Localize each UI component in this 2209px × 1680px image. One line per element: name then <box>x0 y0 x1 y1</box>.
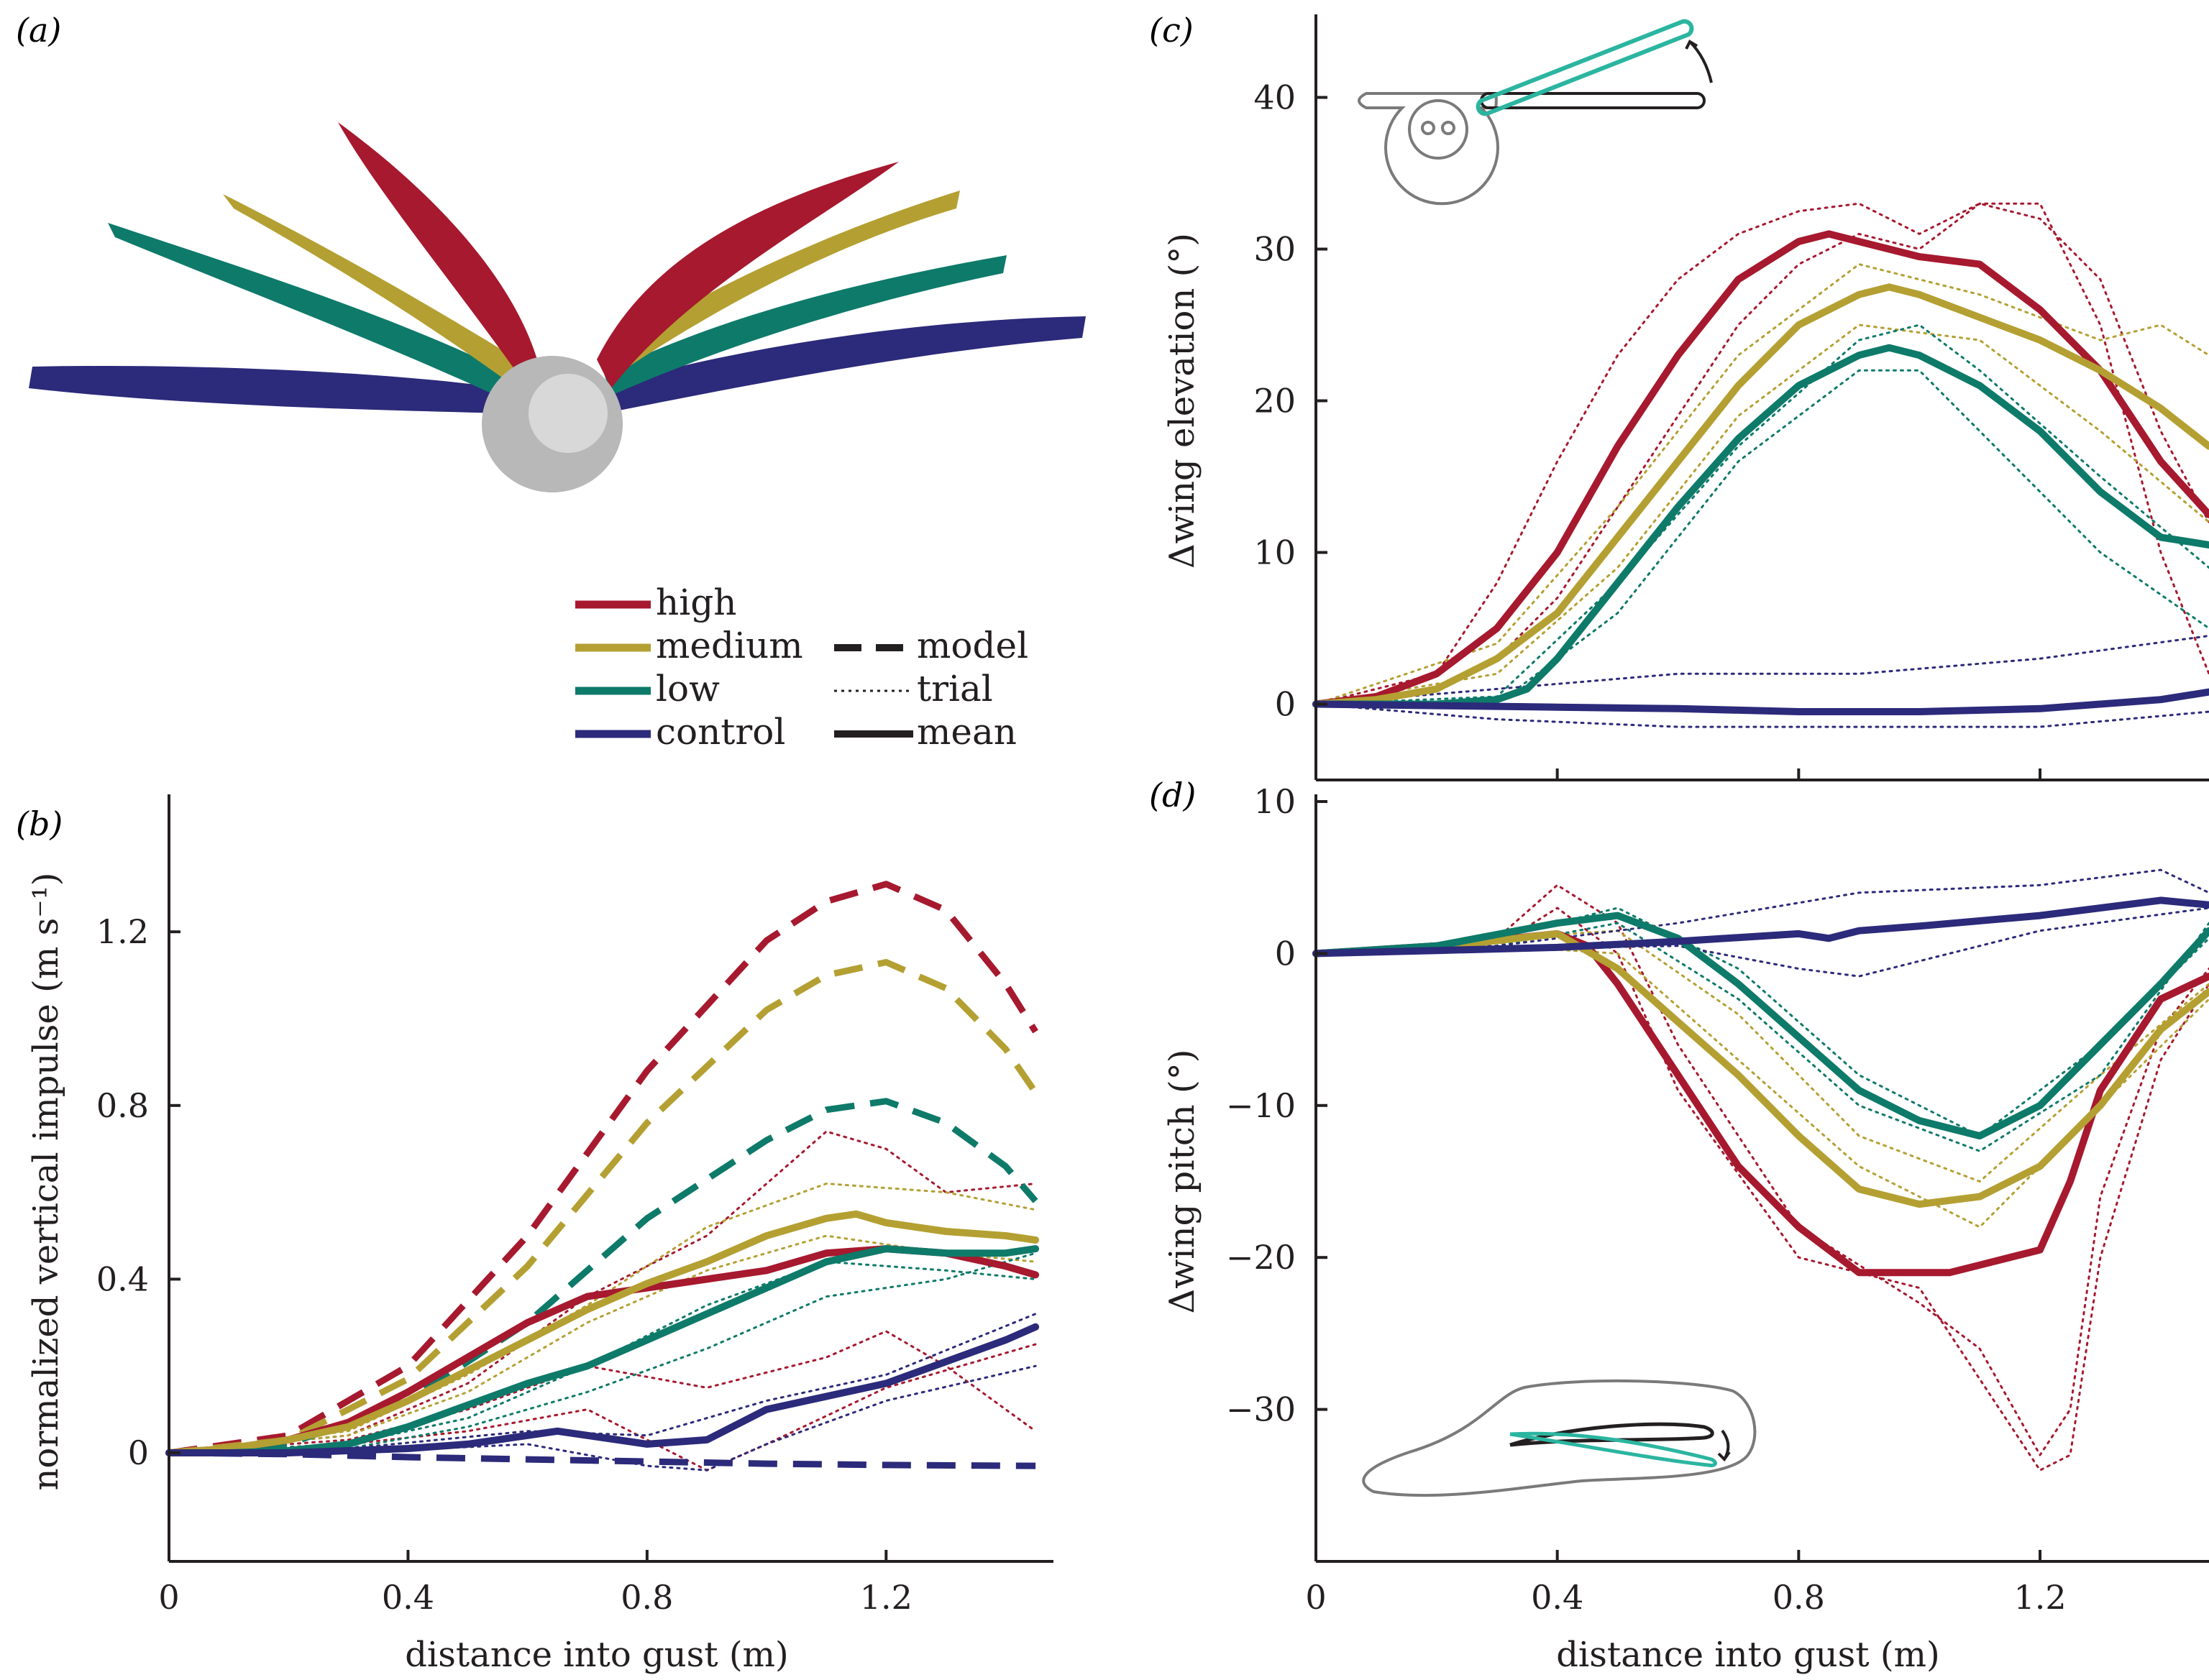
y-tick-label-d: −10 <box>1226 1086 1296 1125</box>
y-axis-title-c: Δwing elevation (°) <box>1162 233 1202 569</box>
owl-eye-left <box>1421 121 1435 135</box>
wing-planform-outline <box>1362 1379 1757 1497</box>
wing-control-right <box>597 316 1086 413</box>
wing-high-right <box>597 162 899 388</box>
x-tick-label-b: 1.2 <box>860 1578 913 1617</box>
series-c-low-mean <box>1312 344 2209 708</box>
legend-label-mean: mean <box>917 711 1017 753</box>
legend-label-low: low <box>656 668 720 710</box>
owl-body-highlight <box>529 374 608 453</box>
wing-medium-right <box>597 191 960 381</box>
wing-low-right <box>604 255 1007 395</box>
x-tick-label-b: 0.4 <box>382 1578 434 1617</box>
series-c-low-trial-1 <box>1314 323 2209 705</box>
series-b-high-trial-3 <box>168 1343 1037 1472</box>
series-d-medium-trial-2 <box>1314 929 2209 1183</box>
series-b-control-trial-2 <box>168 1313 1037 1454</box>
series-b-low-model <box>168 1098 1038 1456</box>
series-b-low-trial-1 <box>168 1260 1037 1454</box>
series-c-control-trial-2 <box>1314 703 2209 728</box>
y-tick-label-b: 1.2 <box>96 912 149 951</box>
x-axis-title-b: distance into gust (m) <box>405 1635 789 1675</box>
owl-head-outline <box>1358 92 1499 206</box>
series-d-low-mean <box>1312 912 2209 1140</box>
series-b-medium-model <box>168 959 1038 1456</box>
legend-label-high: high <box>656 582 736 623</box>
x-tick-label-d: 1.2 <box>2013 1578 2066 1617</box>
series-b-high-trial-1 <box>168 1130 1037 1454</box>
x-tick-label-d: 0 <box>1305 1578 1326 1617</box>
y-axis-title-d: Δwing pitch (°) <box>1162 1050 1202 1314</box>
series-c-medium-trial-1 <box>1314 263 2209 705</box>
series-c-control-trial-1 <box>1314 635 2209 705</box>
y-tick-label-c: 0 <box>1275 685 1296 724</box>
series-b-high-trial-2 <box>168 1330 1037 1454</box>
pitch-arrow-icon <box>1717 1429 1731 1462</box>
y-tick-label-c: 20 <box>1253 382 1296 421</box>
series-b-medium-mean <box>165 1210 1040 1456</box>
y-tick-label-d: −20 <box>1226 1238 1296 1277</box>
panel-label-c: (c) <box>1149 11 1194 50</box>
series-b-low-mean <box>165 1245 1040 1456</box>
panel-label-d: (d) <box>1149 776 1196 814</box>
legend-label-model: model <box>917 625 1028 666</box>
panel-label-a: (a) <box>16 11 61 50</box>
elevation-arrow-icon <box>1685 40 1713 83</box>
series-b-low-trial-2 <box>168 1252 1037 1454</box>
x-tick-label-b: 0.8 <box>621 1578 673 1617</box>
series-b-control-mean <box>165 1323 1040 1456</box>
wing-low-left <box>108 223 511 399</box>
y-tick-label-d: −30 <box>1226 1390 1296 1429</box>
series-c-high-mean <box>1312 230 2209 708</box>
wing-raised-outline <box>1476 19 1694 116</box>
series-b-high-mean <box>165 1245 1040 1456</box>
owl-face-outline <box>1408 99 1468 160</box>
legend-label-trial: trial <box>917 668 993 710</box>
panel-a-wing-reconstruction <box>29 122 1086 492</box>
panel-label-b: (b) <box>16 804 63 843</box>
series-d-medium-mean <box>1312 929 2209 1208</box>
series-d-medium-trial-1 <box>1314 945 2209 1229</box>
x-tick-label-d: 0.8 <box>1773 1578 1825 1617</box>
x-axis-title-d: distance into gust (m) <box>1556 1635 1940 1675</box>
series-c-medium-mean <box>1312 283 2209 708</box>
wing-medium-left <box>223 194 518 381</box>
legend-label-medium: medium <box>656 625 803 666</box>
series-b-medium-trial-2 <box>168 1234 1037 1454</box>
series-b-high-model <box>168 881 1038 1456</box>
y-axis-title-b: normalized vertical impulse (m s⁻¹) <box>26 872 66 1490</box>
series-c-high-trial-2 <box>1314 202 2209 705</box>
x-tick-label-b: 0 <box>158 1578 179 1617</box>
series-d-control-mean <box>1312 896 2209 958</box>
airfoil-pitched <box>1509 1431 1717 1467</box>
inset-owl-front-diagram <box>1358 19 1713 206</box>
series-c-high-trial-1 <box>1314 202 2209 705</box>
y-tick-label-b: 0.4 <box>96 1259 149 1298</box>
series-d-high-trial-2 <box>1314 906 2209 1472</box>
y-tick-label-c: 40 <box>1253 78 1296 117</box>
wing-high-left <box>338 122 539 374</box>
series-c-control-mean <box>1312 688 2209 715</box>
panel-d-wing-pitch: −30 −20 −10 0 10 0 0.4 0.8 1.2 Δwing pitch (°) dis… <box>1162 782 2209 1675</box>
y-tick-label-d: 10 <box>1253 782 1296 821</box>
series-c-medium-trial-2 <box>1314 323 2209 705</box>
owl-eye-right <box>1441 121 1455 135</box>
panel-c-wing-elevation: 0 10 20 30 40 Δwing elevation (°) <box>1162 14 2209 781</box>
wing-control-left <box>29 366 503 413</box>
series-d-low-trial-2 <box>1314 922 2209 1152</box>
airfoil-reference <box>1509 1422 1714 1447</box>
inset-wing-section-diagram <box>1362 1379 1757 1497</box>
panel-b-vertical-impulse: 0 0.4 0.8 1.2 0 0.4 0.8 1.2 normalized vertical … <box>26 794 1053 1675</box>
y-tick-label-c: 10 <box>1253 533 1296 572</box>
x-tick-label-d: 0.4 <box>1531 1578 1583 1617</box>
y-tick-label-b: 0.8 <box>96 1086 149 1125</box>
y-tick-label-d: 0 <box>1275 934 1296 973</box>
legend-label-control: control <box>656 711 785 753</box>
y-tick-label-b: 0 <box>128 1433 149 1472</box>
y-tick-label-c: 30 <box>1253 230 1296 269</box>
